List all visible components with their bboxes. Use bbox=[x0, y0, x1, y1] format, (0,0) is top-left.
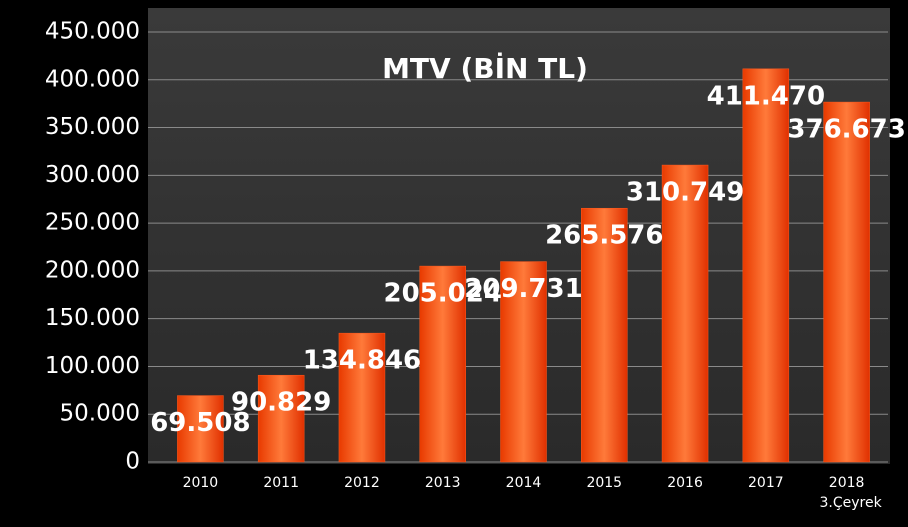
x-tick-label: 2017 bbox=[748, 475, 784, 491]
bar bbox=[419, 265, 466, 463]
bar bbox=[338, 332, 386, 463]
x-tick-label: 2011 bbox=[263, 475, 299, 491]
bar bbox=[661, 164, 709, 463]
y-tick-label: 300.000 bbox=[45, 162, 140, 188]
category-note: 3.Çeyrek bbox=[820, 495, 883, 511]
bar bbox=[823, 101, 870, 463]
bar bbox=[742, 68, 790, 463]
value-label: 411.470 bbox=[707, 81, 825, 111]
y-tick-label: 350.000 bbox=[45, 114, 140, 140]
x-tick-label: 2012 bbox=[344, 475, 380, 491]
y-tick-label: 250.000 bbox=[45, 210, 140, 236]
value-label: 310.749 bbox=[626, 178, 744, 208]
y-tick-label: 150.000 bbox=[45, 305, 140, 331]
y-tick-label: 0 bbox=[125, 449, 140, 475]
y-tick-label: 200.000 bbox=[45, 257, 140, 283]
value-label: 69.508 bbox=[150, 408, 250, 438]
value-label: 265.576 bbox=[545, 221, 663, 251]
bar bbox=[500, 261, 547, 463]
x-tick-label: 2018 bbox=[829, 475, 865, 491]
value-label: 209.731 bbox=[464, 274, 582, 304]
value-label: 376.673 bbox=[787, 115, 905, 145]
x-tick-label: 2013 bbox=[425, 475, 461, 491]
value-label: 134.846 bbox=[303, 346, 421, 376]
y-tick-label: 50.000 bbox=[60, 401, 140, 427]
x-tick-label: 2016 bbox=[667, 475, 703, 491]
bar bbox=[257, 374, 305, 463]
x-tick-label: 2010 bbox=[183, 475, 219, 491]
x-tick-label: 2015 bbox=[586, 475, 622, 491]
y-tick-label: 400.000 bbox=[45, 66, 140, 92]
y-tick-label: 450.000 bbox=[45, 19, 140, 45]
value-label: 205.024 bbox=[384, 279, 502, 309]
bar bbox=[177, 395, 224, 463]
chart-title: MTV (BİN TL) bbox=[382, 51, 588, 85]
value-label: 90.829 bbox=[231, 388, 331, 418]
y-tick-label: 100.000 bbox=[45, 353, 140, 379]
bar bbox=[581, 207, 628, 463]
x-tick-label: 2014 bbox=[506, 475, 542, 491]
